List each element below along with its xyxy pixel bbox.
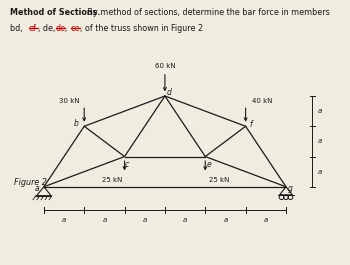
Text: e: e xyxy=(207,160,212,169)
Text: ef: ef xyxy=(29,24,36,33)
Text: 25 kN: 25 kN xyxy=(209,177,230,183)
Text: a: a xyxy=(223,217,228,223)
Text: , de,: , de, xyxy=(38,24,58,33)
Text: de: de xyxy=(56,24,66,33)
Text: 60 kN: 60 kN xyxy=(155,63,175,69)
Text: b: b xyxy=(74,119,78,128)
Text: 25 kN: 25 kN xyxy=(102,177,122,183)
Text: Method of Sections.: Method of Sections. xyxy=(10,8,101,17)
Text: , of the truss shown in Figure 2: , of the truss shown in Figure 2 xyxy=(80,24,203,33)
Text: c: c xyxy=(125,160,129,169)
Text: a: a xyxy=(142,217,147,223)
Text: a: a xyxy=(318,108,322,114)
Text: bd,: bd, xyxy=(10,24,26,33)
Text: a: a xyxy=(62,217,66,223)
Text: a: a xyxy=(318,169,322,175)
Text: 40 kN: 40 kN xyxy=(252,99,273,104)
Text: 30 kN: 30 kN xyxy=(58,99,79,104)
Text: d: d xyxy=(167,88,172,97)
Text: f: f xyxy=(250,120,252,129)
Text: By method of sections, determine the bar force in members: By method of sections, determine the bar… xyxy=(85,8,330,17)
Text: a: a xyxy=(264,217,268,223)
Text: ,: , xyxy=(65,24,70,33)
Text: Figure 2: Figure 2 xyxy=(14,178,47,187)
Text: a: a xyxy=(102,217,106,223)
Text: ce: ce xyxy=(71,24,80,33)
Text: g: g xyxy=(288,184,293,193)
Text: a: a xyxy=(183,217,187,223)
Text: a: a xyxy=(318,138,322,144)
Text: a: a xyxy=(35,184,39,193)
